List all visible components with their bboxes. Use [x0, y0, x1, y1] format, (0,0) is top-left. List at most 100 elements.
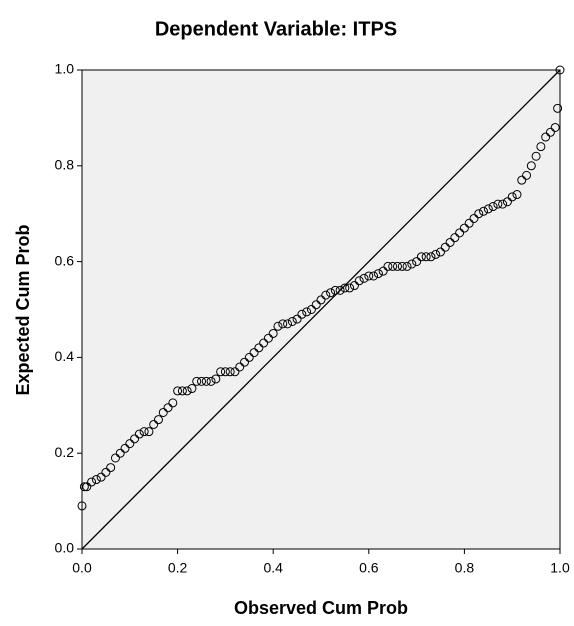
point — [168, 398, 178, 408]
point — [526, 161, 536, 171]
point — [326, 288, 336, 298]
point — [502, 197, 512, 207]
point — [412, 257, 422, 267]
point — [436, 247, 445, 257]
point — [240, 357, 250, 367]
point — [545, 127, 555, 137]
point — [459, 223, 469, 233]
point — [321, 290, 331, 300]
point — [541, 132, 551, 142]
x-tick-label: 0.0 — [72, 560, 92, 576]
point — [244, 352, 254, 362]
point — [192, 376, 202, 386]
point — [522, 170, 532, 180]
point — [335, 285, 345, 295]
point — [421, 252, 431, 262]
point — [330, 285, 340, 295]
y-axis-label: Expected Cum Prob — [13, 224, 33, 395]
point — [263, 333, 273, 343]
point — [402, 261, 412, 271]
point — [87, 477, 97, 487]
point — [302, 307, 312, 317]
point — [82, 482, 92, 492]
point — [397, 261, 407, 271]
point — [130, 434, 140, 444]
point — [125, 439, 135, 449]
point — [431, 249, 441, 259]
point — [278, 319, 288, 329]
x-tick-label: 0.6 — [359, 560, 379, 576]
x-tick-label: 0.2 — [168, 560, 188, 576]
point — [268, 328, 278, 338]
point — [316, 295, 326, 305]
point — [149, 419, 159, 429]
point — [354, 276, 364, 286]
point — [550, 122, 560, 132]
point — [378, 266, 388, 276]
point — [158, 407, 168, 417]
point — [287, 316, 297, 326]
point — [115, 448, 125, 458]
point — [120, 443, 130, 453]
point — [254, 343, 264, 353]
point — [340, 283, 350, 293]
y-tick-label: 1.0 — [55, 61, 75, 77]
point — [373, 269, 383, 279]
point — [79, 482, 89, 492]
point — [101, 467, 111, 477]
x-tick-label: 1.0 — [550, 560, 570, 576]
point — [96, 472, 106, 482]
point — [163, 403, 173, 413]
point — [225, 367, 235, 377]
y-tick-label: 0.6 — [55, 252, 75, 268]
point — [416, 252, 426, 262]
x-tick-label: 0.4 — [263, 560, 283, 576]
point — [77, 501, 87, 511]
point — [345, 283, 355, 293]
x-tick-label: 0.8 — [455, 560, 475, 576]
chart-title: Dependent Variable: ITPS — [155, 18, 397, 40]
point — [106, 463, 116, 473]
point — [488, 202, 498, 212]
point — [369, 271, 379, 281]
y-tick-label: 0.8 — [55, 157, 75, 173]
point — [407, 259, 417, 269]
point — [383, 261, 393, 271]
point — [531, 151, 541, 161]
point — [297, 309, 307, 319]
point — [177, 386, 187, 396]
point — [139, 427, 149, 437]
point — [445, 237, 455, 247]
point — [464, 218, 474, 228]
point — [220, 367, 230, 377]
point — [493, 199, 503, 209]
point — [349, 281, 359, 291]
point — [536, 142, 546, 152]
point — [182, 386, 192, 396]
point — [173, 386, 183, 396]
y-tick-label: 0.2 — [55, 444, 75, 460]
point — [311, 300, 321, 310]
x-axis-label: Observed Cum Prob — [234, 598, 408, 618]
y-tick-label: 0.4 — [55, 348, 75, 364]
point — [273, 321, 283, 331]
point — [110, 453, 120, 463]
point — [440, 242, 450, 252]
point — [211, 374, 221, 384]
point — [134, 429, 144, 439]
point — [483, 204, 493, 214]
point — [426, 252, 436, 262]
point — [230, 367, 240, 377]
point — [201, 376, 211, 386]
point — [455, 228, 465, 238]
point — [283, 319, 293, 329]
reference-line — [81, 69, 561, 550]
y-tick-label: 0.0 — [55, 540, 75, 556]
point — [206, 376, 216, 386]
point — [216, 367, 226, 377]
point — [197, 376, 206, 386]
point — [450, 233, 460, 243]
point — [306, 305, 316, 314]
point — [292, 314, 302, 324]
